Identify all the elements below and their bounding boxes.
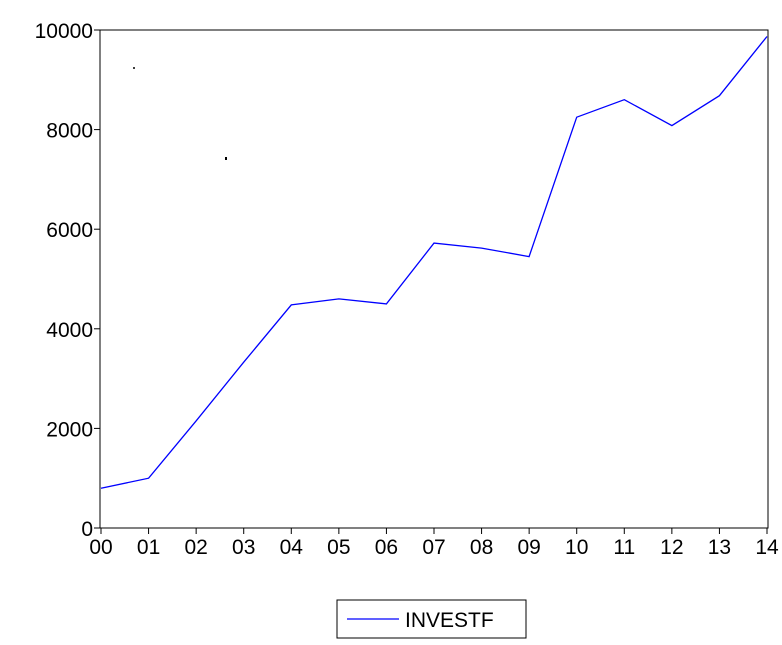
- y-tick-label: 8000: [46, 120, 93, 143]
- x-axis: 00 01 02 03 04 05 06 07 08 09 10 11 12 13 14: [89, 528, 779, 559]
- stray-dot: [133, 67, 135, 69]
- y-tick-label: 10000: [35, 20, 93, 43]
- x-tick-label: 10: [565, 536, 588, 559]
- x-tick-label: 02: [184, 536, 207, 559]
- x-tick-label: 00: [89, 536, 112, 559]
- x-tick-label: 05: [327, 536, 350, 559]
- legend-label-investf: INVESTF: [405, 609, 494, 632]
- x-tick-label: 07: [422, 536, 445, 559]
- x-tick-label: 14: [755, 536, 779, 559]
- y-tick-label: 0: [81, 518, 93, 541]
- x-tick-label: 11: [613, 536, 635, 559]
- y-tick-label: 2000: [46, 418, 93, 441]
- x-tick-label: 04: [280, 536, 304, 559]
- y-tick-label: 6000: [46, 219, 93, 242]
- x-tick-label: 09: [517, 536, 540, 559]
- series-line-investf: [100, 36, 768, 489]
- y-axis: 0 2000 4000 6000 8000 10000: [35, 20, 100, 541]
- legend: INVESTF: [336, 599, 527, 639]
- x-tick-label: 13: [708, 536, 731, 559]
- x-tick-label: 08: [470, 536, 493, 559]
- stray-dot: [225, 157, 227, 160]
- x-tick-label: 06: [375, 536, 398, 559]
- x-tick-label: 01: [137, 536, 160, 559]
- y-tick-label: 4000: [46, 319, 93, 342]
- x-tick-label: 12: [660, 536, 683, 559]
- plot-area-frame: [99, 29, 769, 529]
- series-layer: [100, 36, 768, 489]
- x-tick-label: 03: [232, 536, 255, 559]
